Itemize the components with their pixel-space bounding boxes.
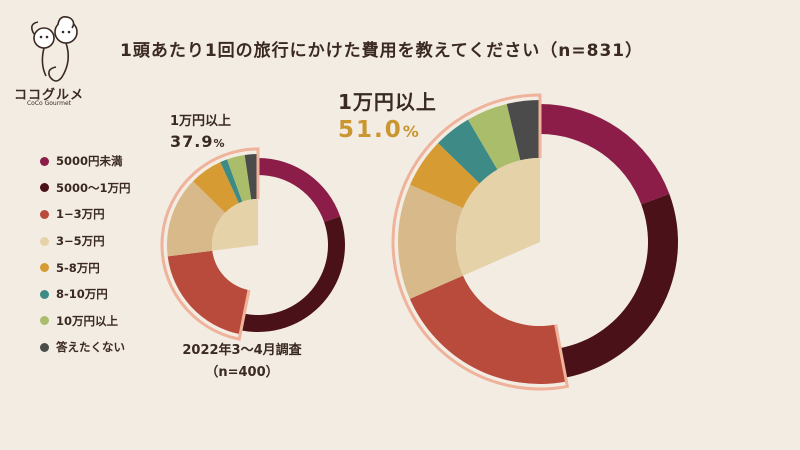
small-highlight-wedge bbox=[211, 199, 258, 251]
legend-label: 5000〜1万円 bbox=[56, 180, 131, 195]
small-donut bbox=[160, 147, 345, 341]
legend-item: 8-10万円 bbox=[40, 281, 180, 308]
big-segment-3 bbox=[397, 184, 464, 299]
legend-swatch bbox=[40, 289, 49, 299]
big-segment-4 bbox=[410, 143, 480, 209]
small-highlight-annotation: 1万円以上 37.9% bbox=[170, 110, 231, 151]
legend-swatch bbox=[40, 342, 49, 352]
small-segment-5 bbox=[220, 159, 243, 204]
legend-swatch bbox=[40, 236, 49, 246]
page-title: 1頭あたり1回の旅行にかけた費用を教えてください（n=831） bbox=[120, 41, 644, 61]
small-segment-3 bbox=[166, 181, 226, 257]
brand-sub: CoCo Gourmet bbox=[26, 100, 71, 107]
small-segment-0 bbox=[258, 158, 341, 222]
brand-logo-icon bbox=[30, 16, 78, 82]
survey-sample: （n=400） bbox=[205, 365, 279, 380]
big-donut bbox=[391, 93, 679, 391]
legend-item: 5-8万円 bbox=[40, 254, 180, 281]
small-segment-7 bbox=[244, 154, 258, 200]
small-segment-1 bbox=[240, 216, 345, 333]
big-highlight-wedge bbox=[455, 158, 540, 276]
legend-swatch bbox=[40, 209, 49, 219]
legend-label: 答えたくない bbox=[56, 340, 125, 355]
legend-label: 3−5万円 bbox=[56, 234, 105, 249]
legend-label: 10万円以上 bbox=[56, 313, 119, 328]
big-segment-6 bbox=[467, 103, 521, 170]
legend-swatch bbox=[40, 316, 49, 326]
legend-label: 8-10万円 bbox=[56, 287, 108, 302]
big-highlight-outline bbox=[391, 93, 570, 391]
big-segment-0 bbox=[540, 104, 670, 205]
small-highlight-value: 37.9% bbox=[170, 132, 226, 151]
small-highlight-outline bbox=[160, 147, 260, 341]
legend-label: 5-8万円 bbox=[56, 260, 100, 275]
big-highlight-annotation: 1万円以上 51.0% bbox=[338, 86, 437, 143]
legend-swatch bbox=[40, 183, 49, 193]
big-segment-1 bbox=[560, 193, 679, 378]
survey-period: 2022年3〜4月調査 bbox=[182, 343, 302, 358]
small-segment-2 bbox=[167, 250, 249, 335]
big-highlight-value: 51.0% bbox=[338, 117, 421, 143]
legend-item: 答えたくない bbox=[40, 334, 180, 361]
big-segment-5 bbox=[438, 119, 498, 184]
survey-note: 2022年3〜4月調査 （n=400） bbox=[172, 340, 312, 384]
big-segment-7 bbox=[506, 100, 540, 161]
chart-legend: 5000円未満 5000〜1万円 1−3万円 3−5万円 5-8万円 8-10万… bbox=[40, 148, 180, 361]
brand-name: ココグルメ bbox=[14, 88, 85, 103]
legend-item: 1−3万円 bbox=[40, 201, 180, 228]
legend-item: 5000〜1万円 bbox=[40, 175, 180, 202]
big-segment-2 bbox=[409, 275, 567, 384]
legend-label: 1−3万円 bbox=[56, 207, 105, 222]
legend-swatch bbox=[40, 263, 49, 273]
small-segment-4 bbox=[193, 162, 239, 213]
big-highlight-label: 1万円以上 bbox=[338, 90, 437, 114]
legend-item: 10万円以上 bbox=[40, 308, 180, 335]
small-highlight-label: 1万円以上 bbox=[170, 114, 232, 129]
small-segment-6 bbox=[227, 154, 252, 202]
legend-item: 3−5万円 bbox=[40, 228, 180, 255]
legend-swatch bbox=[40, 156, 49, 166]
legend-item: 5000円未満 bbox=[40, 148, 180, 175]
legend-label: 5000円未満 bbox=[56, 154, 123, 169]
